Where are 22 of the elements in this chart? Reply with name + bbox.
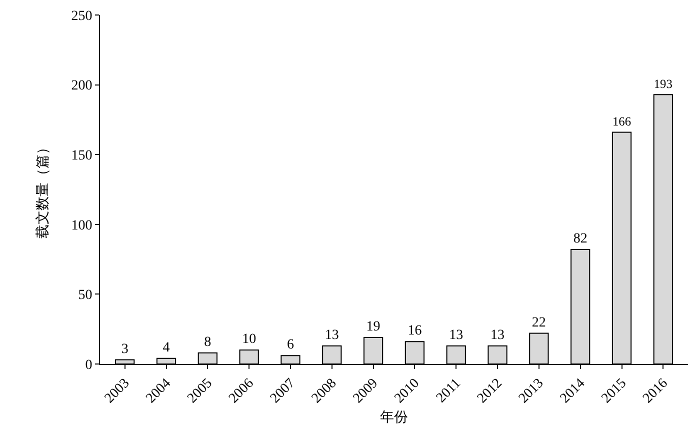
y-tick-label: 200 — [71, 78, 92, 94]
data-label: 6 — [286, 338, 294, 353]
y-tick-label: 100 — [71, 218, 92, 234]
data-label: 13 — [490, 328, 505, 343]
x-axis-title: 年份 — [380, 410, 408, 426]
data-label: 8 — [204, 334, 212, 350]
data-label: 3 — [121, 342, 128, 357]
data-label: 82 — [573, 232, 588, 247]
data-label: 10 — [242, 332, 256, 348]
data-label: 19 — [366, 319, 380, 334]
y-tick-label: 0 — [85, 358, 92, 373]
y-axis-title: 载文数量（篇） — [34, 140, 51, 238]
y-tick-label: 150 — [71, 148, 92, 164]
y-tick-label: 250 — [71, 8, 92, 24]
data-label: 16 — [408, 324, 422, 339]
data-label: 22 — [532, 315, 546, 330]
data-label: 4 — [162, 340, 170, 356]
data-label: 13 — [449, 328, 464, 343]
y-tick-label: 50 — [78, 288, 92, 304]
data-label: 166 — [612, 114, 632, 129]
data-label: 193 — [654, 77, 672, 92]
data-label: 13 — [324, 328, 339, 343]
